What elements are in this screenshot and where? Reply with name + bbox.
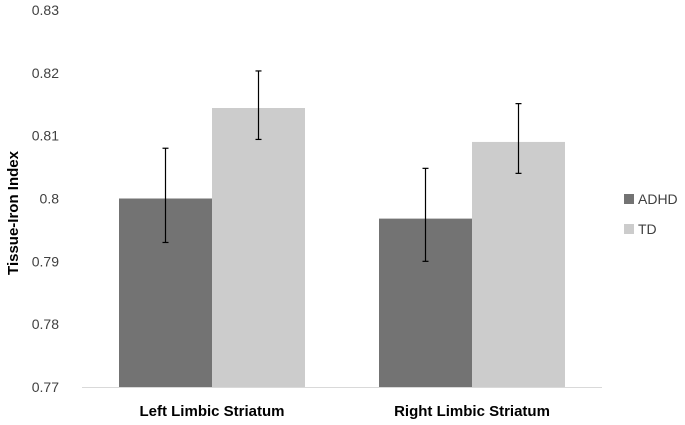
legend-label: ADHD [638,191,678,207]
legend-label: TD [638,221,657,237]
x-category-label: Left Limbic Striatum [139,403,284,420]
error-bar [162,147,169,244]
y-tick-label: 0.81 [32,128,59,144]
y-tick-label: 0.83 [32,2,59,18]
bar-td-left [212,108,305,388]
y-tick-label: 0.8 [40,191,60,207]
bar-td-right [472,141,565,387]
legend-item: TD [624,221,657,237]
legend-item: ADHD [624,191,678,207]
legend-swatch [624,224,634,234]
error-bar [422,167,429,262]
y-tick-label: 0.79 [32,253,59,269]
x-category-label: Right Limbic Striatum [394,403,550,420]
y-tick-label: 0.82 [32,65,59,81]
y-tick-label: 0.78 [32,316,59,332]
error-bar [515,103,522,174]
y-tick-label: 0.77 [32,379,59,395]
y-axis-label: Tissue-Iron Index [5,150,22,275]
legend-swatch [624,194,634,204]
error-bar [255,70,262,141]
